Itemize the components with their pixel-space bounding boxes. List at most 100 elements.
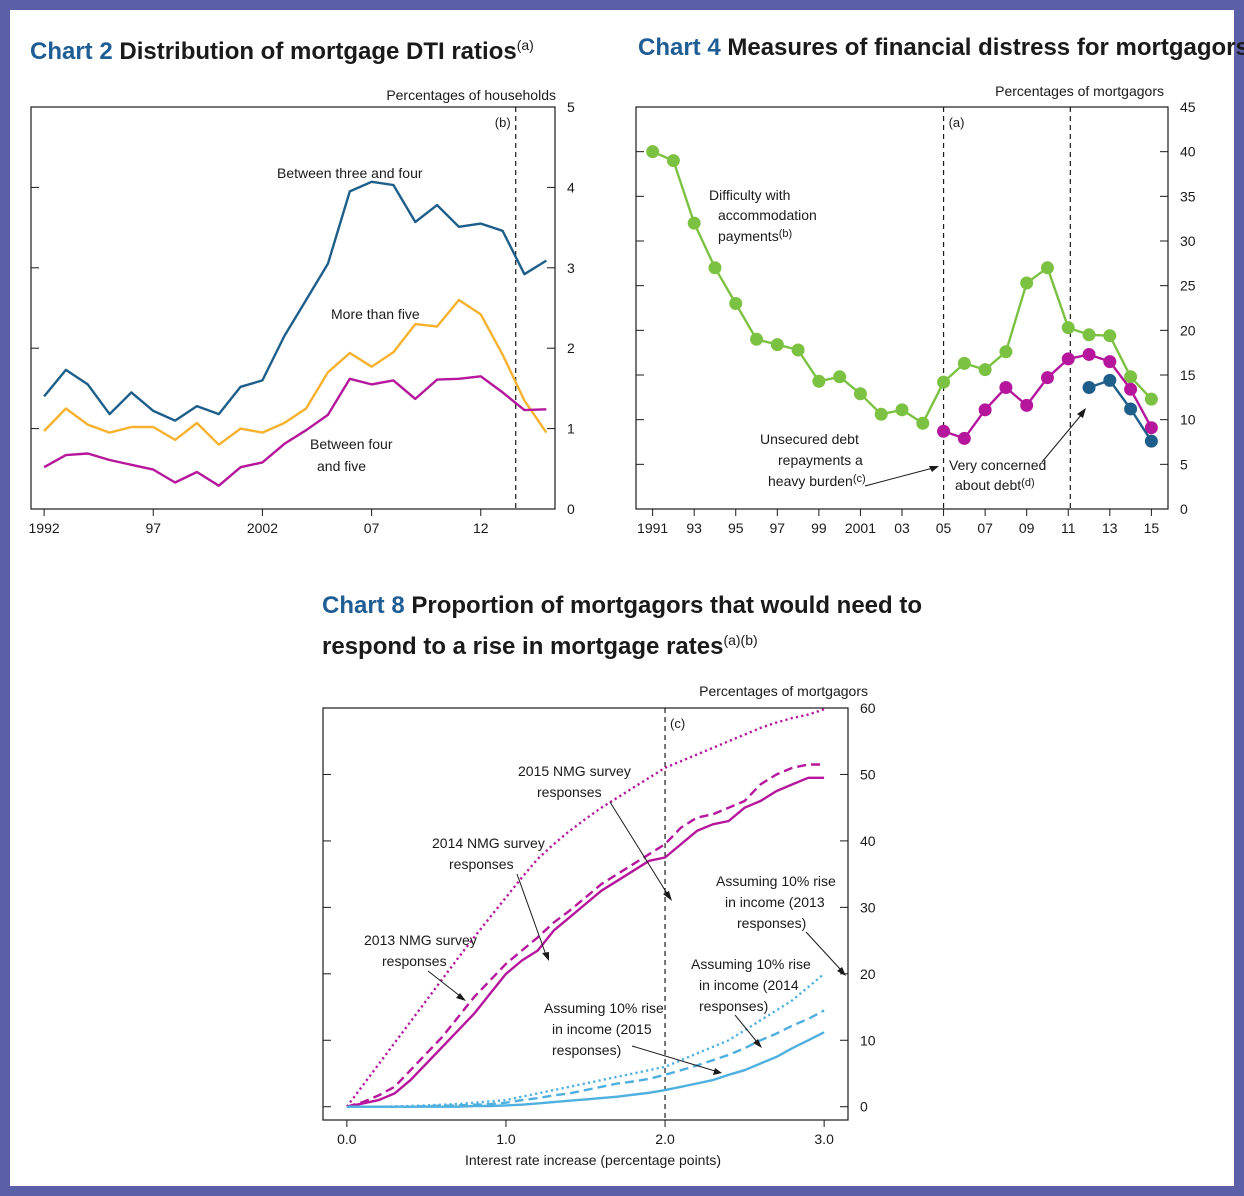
y-tick-label: 4 xyxy=(567,179,575,195)
y-tick-label: 25 xyxy=(1180,278,1196,294)
chart2-title-note: (a) xyxy=(516,37,534,53)
chart2-label-more-five: More than five xyxy=(331,306,420,322)
chart4-label-conc-1: Very concerned xyxy=(949,457,1046,473)
x-tick-label: 09 xyxy=(1019,520,1035,536)
chart8-label-i2014-3: responses) xyxy=(699,998,768,1014)
data-point xyxy=(937,424,951,438)
chart4-label-green-3: payments(b) xyxy=(718,228,792,244)
x-tick-label: 99 xyxy=(811,520,827,536)
chart4-label-conc-2: about debt(d) xyxy=(955,477,1035,493)
chart4-label-green-3-text: payments xyxy=(718,228,779,244)
x-tick-label: 05 xyxy=(936,520,952,536)
chart8-label-i2015-2: in income (2015 xyxy=(552,1021,652,1037)
reference-vline-label: (b) xyxy=(495,115,511,130)
chart8-label-i2014-1: Assuming 10% rise xyxy=(691,956,811,972)
chart8-arrowhead-i2015 xyxy=(713,1068,722,1075)
y-tick-label: 10 xyxy=(1180,412,1196,428)
data-point xyxy=(1061,321,1075,335)
chart2-ylabel: Percentages of households xyxy=(386,87,556,103)
chart4-title-number: Chart 4 xyxy=(638,34,721,61)
chart8-arrow-2014 xyxy=(516,873,547,956)
chart4-arrowhead-conc xyxy=(1077,408,1086,418)
x-tick-label: 3.0 xyxy=(814,1131,834,1147)
chart8-arrow-2015 xyxy=(609,801,669,896)
chart8-arrowhead-2014 xyxy=(542,952,549,961)
chart4-arrow-conc xyxy=(1041,413,1083,463)
series-line xyxy=(1088,379,1153,442)
data-point xyxy=(978,403,992,417)
data-point xyxy=(999,345,1013,359)
chart8-label-i2013-3: responses) xyxy=(737,915,806,931)
x-tick-label: 11 xyxy=(1061,520,1076,536)
chart4-title: Chart 4 Measures of financial distress f… xyxy=(638,34,1244,62)
chart4-label-green-1: Difficulty with xyxy=(709,187,790,203)
data-point xyxy=(1082,328,1096,342)
data-point xyxy=(1103,373,1117,387)
y-tick-label: 15 xyxy=(1180,367,1196,383)
chart8-title-text1: Proportion of mortgagors that would need… xyxy=(411,592,922,619)
y-tick-label: 10 xyxy=(860,1032,876,1048)
chart8-arrow-i2014 xyxy=(734,1014,758,1043)
x-tick-label: 03 xyxy=(894,520,910,536)
series-line xyxy=(43,180,547,422)
y-tick-label: 20 xyxy=(860,966,876,982)
chart4-label-unsec-1: Unsecured debt xyxy=(760,431,859,447)
x-tick-label: 12 xyxy=(473,520,489,536)
chart4-label-conc-2-text: about debt xyxy=(955,477,1021,493)
y-tick-label: 20 xyxy=(1180,322,1196,338)
chart8-svg: Percentages of mortgagors Interest rate … xyxy=(322,683,876,1168)
x-tick-label: 1992 xyxy=(29,520,60,536)
chart8-label-2015-1: 2015 NMG survey xyxy=(518,763,631,779)
x-tick-label: 2001 xyxy=(845,520,876,536)
series-line xyxy=(346,972,825,1108)
chart8-arrowhead-2015 xyxy=(663,891,672,901)
y-tick-label: 30 xyxy=(860,899,876,915)
data-point xyxy=(729,297,743,311)
series-line xyxy=(346,1031,825,1108)
chart8-label-2013-1: 2013 NMG survey xyxy=(364,932,477,948)
chart8-arrowhead-i2014 xyxy=(753,1039,762,1048)
reference-vline-label: (a) xyxy=(949,115,965,130)
x-tick-label: 13 xyxy=(1102,520,1118,536)
data-point xyxy=(937,375,951,389)
y-tick-label: 35 xyxy=(1180,188,1196,204)
data-point xyxy=(708,261,722,275)
y-tick-label: 60 xyxy=(860,700,876,716)
chart4-label-green-note: (b) xyxy=(779,228,792,240)
chart8-xlabel: Interest rate increase (percentage point… xyxy=(465,1152,721,1168)
chart8-title-text2: respond to a rise in mortgage rates xyxy=(322,633,724,660)
x-tick-label: 97 xyxy=(145,520,161,536)
chart8-title-note: (a)(b) xyxy=(723,632,758,648)
chart8-label-i2015-3: responses) xyxy=(552,1042,621,1058)
chart4-label-unsec-3: heavy burden(c) xyxy=(768,473,866,489)
x-tick-label: 2.0 xyxy=(655,1131,675,1147)
y-tick-label: 0 xyxy=(567,501,575,517)
data-point xyxy=(1082,381,1096,395)
data-point xyxy=(1040,261,1054,275)
y-tick-label: 5 xyxy=(567,99,575,115)
chart8-label-i2015-1: Assuming 10% rise xyxy=(544,1000,664,1016)
data-point xyxy=(874,407,888,421)
y-tick-label: 5 xyxy=(1180,456,1188,472)
chart8-title-number: Chart 8 xyxy=(322,592,405,619)
chart8-label-i2014-2: in income (2014 xyxy=(699,977,799,993)
y-tick-label: 45 xyxy=(1180,99,1196,115)
x-tick-label: 0.0 xyxy=(337,1131,357,1147)
chart8-label-2014-2: responses xyxy=(449,856,514,872)
chart2-plot-frame xyxy=(30,106,556,510)
data-point xyxy=(791,343,805,357)
data-point xyxy=(646,145,660,159)
data-point xyxy=(957,356,971,370)
chart8-label-2013-2: responses xyxy=(382,953,447,969)
data-point xyxy=(1144,421,1158,435)
data-point xyxy=(1124,402,1138,416)
chart8-label-2015-2: responses xyxy=(537,784,602,800)
data-point xyxy=(1144,434,1158,448)
chart8-plot-frame xyxy=(322,707,849,1121)
x-tick-label: 1991 xyxy=(637,520,668,536)
chart8-label-2014-1: 2014 NMG survey xyxy=(432,835,545,851)
chart8-title-line1: Chart 8 Proportion of mortgagors that wo… xyxy=(322,589,922,623)
chart8-label-i2013-2: in income (2013 xyxy=(725,894,825,910)
chart4-label-unsec-3-text: heavy burden xyxy=(768,473,853,489)
y-tick-label: 30 xyxy=(1180,233,1196,249)
